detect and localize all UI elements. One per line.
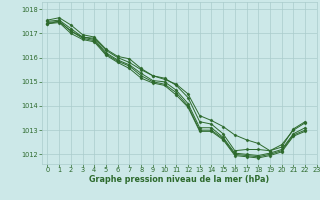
X-axis label: Graphe pression niveau de la mer (hPa): Graphe pression niveau de la mer (hPa) (89, 175, 269, 184)
